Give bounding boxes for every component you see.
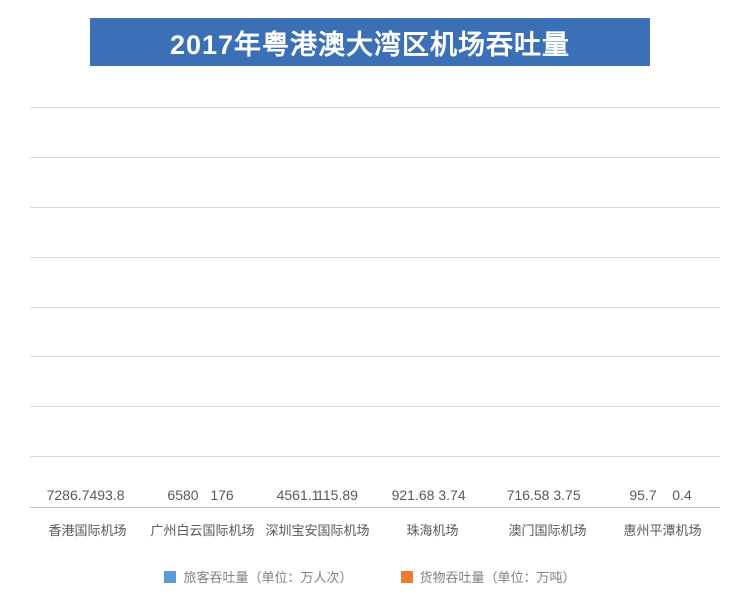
chart-title: 2017年粤港澳大湾区机场吞吐量 [90, 18, 650, 66]
chart-area: 7286.7493.8 6580 176 4561.1115.89 921.683.74… [30, 108, 720, 538]
bar-value-label: 493.8 [89, 487, 124, 503]
legend-swatch [401, 571, 413, 583]
bar-value-label: 176 [210, 487, 233, 503]
bar-value-label: 716.58 [507, 487, 550, 503]
bar-value-label: 95.7 [629, 487, 656, 503]
legend-label: 旅客吞吐量（单位：万人次） [183, 567, 352, 586]
bar-value-label: 6580 [167, 487, 198, 503]
bar-value-label: 4561.1 [277, 487, 320, 503]
gridline [30, 207, 720, 208]
bar-value-label: 3.74 [438, 487, 465, 503]
bar-value-label: 7286.7 [47, 487, 90, 503]
legend-label: 货物吞吐量（单位：万吨） [420, 567, 576, 586]
gridline [30, 456, 720, 457]
x-axis-label: 广州白云国际机场 [151, 520, 255, 539]
x-axis-label: 香港国际机场 [49, 520, 127, 539]
x-axis-label: 深圳宝安国际机场 [266, 520, 370, 539]
x-axis-label: 惠州平潭机场 [624, 520, 702, 539]
gridline [30, 107, 720, 108]
bar-value-label: 115.89 [316, 487, 358, 503]
bar-value-label: 0.4 [672, 487, 691, 503]
gridline [30, 157, 720, 158]
legend-item: 旅客吞吐量（单位：万人次） [164, 567, 352, 586]
plot-region: 7286.7493.8 6580 176 4561.1115.89 921.683.74… [30, 108, 720, 508]
legend-swatch [164, 571, 176, 583]
gridline [30, 307, 720, 308]
legend-item: 货物吞吐量（单位：万吨） [401, 567, 576, 586]
gridline [30, 406, 720, 407]
x-axis-label: 珠海机场 [407, 520, 459, 539]
x-axis-labels: 香港国际机场 广州白云国际机场深圳宝安国际机场 珠海机场 澳门国际机场 惠州平潭机场 [30, 514, 720, 538]
gridline [30, 356, 720, 357]
x-axis-label: 澳门国际机场 [509, 520, 587, 539]
legend: 旅客吞吐量（单位：万人次） 货物吞吐量（单位：万吨） [0, 567, 740, 586]
bar-value-label: 3.75 [553, 487, 580, 503]
gridline [30, 257, 720, 258]
bar-value-label: 921.68 [392, 487, 435, 503]
